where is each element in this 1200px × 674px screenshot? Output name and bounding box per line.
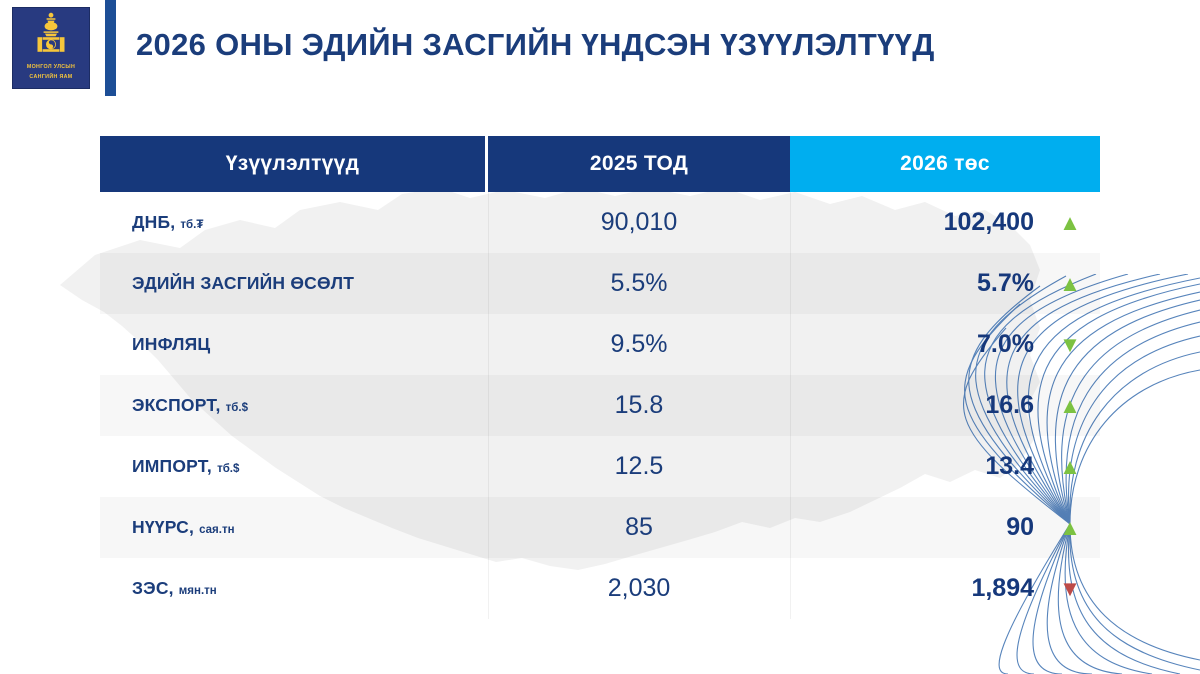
column-header-2025: 2025 ТОД xyxy=(488,136,790,192)
soyombo-emblem-icon xyxy=(37,12,65,52)
table-row: ИМПОРТ, тб.$ 12.5 13.4 ▲ xyxy=(100,436,1100,497)
trend-up-icon: ▲ xyxy=(1059,514,1081,540)
indicator-name: ЗЭС, xyxy=(132,578,174,598)
cell-indicator-label: ЭКСПОРТ, тб.$ xyxy=(100,395,488,416)
column-divider xyxy=(488,558,489,619)
column-divider xyxy=(488,497,489,558)
slide-header: МОНГОЛ УЛСЫН САНГИЙН ЯАМ 2026 ОНЫ ЭДИЙН … xyxy=(0,0,1200,110)
logo-text-line-1: МОНГОЛ УЛСЫН xyxy=(26,64,76,70)
trend-down-icon: ▼ xyxy=(1059,575,1081,601)
indicator-name: ИМПОРТ, xyxy=(132,456,212,476)
column-divider xyxy=(790,192,791,253)
indicator-unit: сая.тн xyxy=(199,524,235,536)
table-header-row: Үзүүлэлтүүд 2025 ТОД 2026 төс xyxy=(100,136,1100,192)
table-row: НҮҮРС, сая.тн 85 90 ▲ xyxy=(100,497,1100,558)
table-row: ЗЭС, мян.тн 2,030 1,894 ▼ xyxy=(100,558,1100,619)
trend-up-icon: ▲ xyxy=(1059,453,1081,479)
indicator-name: ЭДИЙН ЗАСГИЙН ӨСӨЛТ xyxy=(132,273,355,293)
table-row: ИНФЛЯЦ 9.5% 7.0% ▼ xyxy=(100,314,1100,375)
logo-text-line-2: САНГИЙН ЯАМ xyxy=(29,73,73,80)
cell-value-2026: 1,894 xyxy=(971,574,1034,602)
table-row: ДНБ, тб.₮ 90,010 102,400 ▲ xyxy=(100,192,1100,253)
column-divider xyxy=(488,436,489,497)
trend-up-icon: ▲ xyxy=(1059,209,1081,235)
column-divider xyxy=(790,253,791,314)
indicator-name: ИНФЛЯЦ xyxy=(132,334,211,354)
indicator-unit: тб.$ xyxy=(225,402,248,414)
header-separator xyxy=(485,136,488,192)
cell-indicator-label: ИНФЛЯЦ xyxy=(100,334,488,355)
cell-value-2025: 5.5% xyxy=(610,269,668,297)
column-divider xyxy=(488,375,489,436)
cell-value-2026: 90 xyxy=(1006,513,1034,541)
column-header-2026: 2026 төс xyxy=(790,136,1100,192)
column-divider xyxy=(790,497,791,558)
table-row: ЭДИЙН ЗАСГИЙН ӨСӨЛТ 5.5% 5.7% ▲ xyxy=(100,253,1100,314)
column-divider xyxy=(488,192,489,253)
cell-indicator-label: ЗЭС, мян.тн xyxy=(100,578,488,599)
cell-value-2025: 85 xyxy=(625,513,653,541)
ministry-logo: МОНГОЛ УЛСЫН САНГИЙН ЯАМ xyxy=(12,7,90,89)
column-divider xyxy=(790,558,791,619)
cell-value-2026: 13.4 xyxy=(985,452,1034,480)
cell-indicator-label: ЭДИЙН ЗАСГИЙН ӨСӨЛТ xyxy=(100,273,488,294)
cell-value-2025: 2,030 xyxy=(607,574,671,602)
cell-value-2026: 5.7% xyxy=(977,269,1034,297)
indicator-unit: тб.₮ xyxy=(180,219,204,231)
column-divider xyxy=(790,314,791,375)
column-divider xyxy=(790,375,791,436)
cell-value-2025: 15.8 xyxy=(614,391,664,419)
cell-value-2026: 102,400 xyxy=(943,208,1034,236)
cell-value-2026: 16.6 xyxy=(985,391,1034,419)
column-divider xyxy=(790,436,791,497)
indicator-name: ЭКСПОРТ, xyxy=(132,395,221,415)
table-row: ЭКСПОРТ, тб.$ 15.8 16.6 ▲ xyxy=(100,375,1100,436)
column-divider xyxy=(488,314,489,375)
trend-up-icon: ▲ xyxy=(1059,270,1081,296)
page-title: 2026 ОНЫ ЭДИЙН ЗАСГИЙН ҮНДСЭН ҮЗҮҮЛЭЛТҮҮ… xyxy=(136,27,935,62)
indicators-table: Үзүүлэлтүүд 2025 ТОД 2026 төс ДНБ, тб.₮ 9… xyxy=(100,136,1100,619)
column-header-indicators: Үзүүлэлтүүд xyxy=(100,136,485,192)
cell-value-2025: 9.5% xyxy=(610,330,668,358)
trend-down-icon: ▼ xyxy=(1059,331,1081,357)
indicator-unit: тб.$ xyxy=(217,463,240,475)
cell-value-2026: 7.0% xyxy=(977,330,1034,358)
trend-up-icon: ▲ xyxy=(1059,392,1081,418)
cell-indicator-label: ИМПОРТ, тб.$ xyxy=(100,456,488,477)
table-body: ДНБ, тб.₮ 90,010 102,400 ▲ ЭДИЙН ЗАСГИЙН ӨСӨ… xyxy=(100,192,1100,619)
indicator-unit: мян.тн xyxy=(178,585,217,597)
title-accent-bar xyxy=(105,0,116,96)
indicator-name: НҮҮРС, xyxy=(132,517,195,537)
column-divider xyxy=(488,253,489,314)
cell-value-2025: 90,010 xyxy=(600,208,678,236)
cell-indicator-label: ДНБ, тб.₮ xyxy=(100,212,488,233)
indicator-name: ДНБ, xyxy=(132,212,176,232)
cell-indicator-label: НҮҮРС, сая.тн xyxy=(100,517,488,538)
cell-value-2025: 12.5 xyxy=(614,452,664,480)
